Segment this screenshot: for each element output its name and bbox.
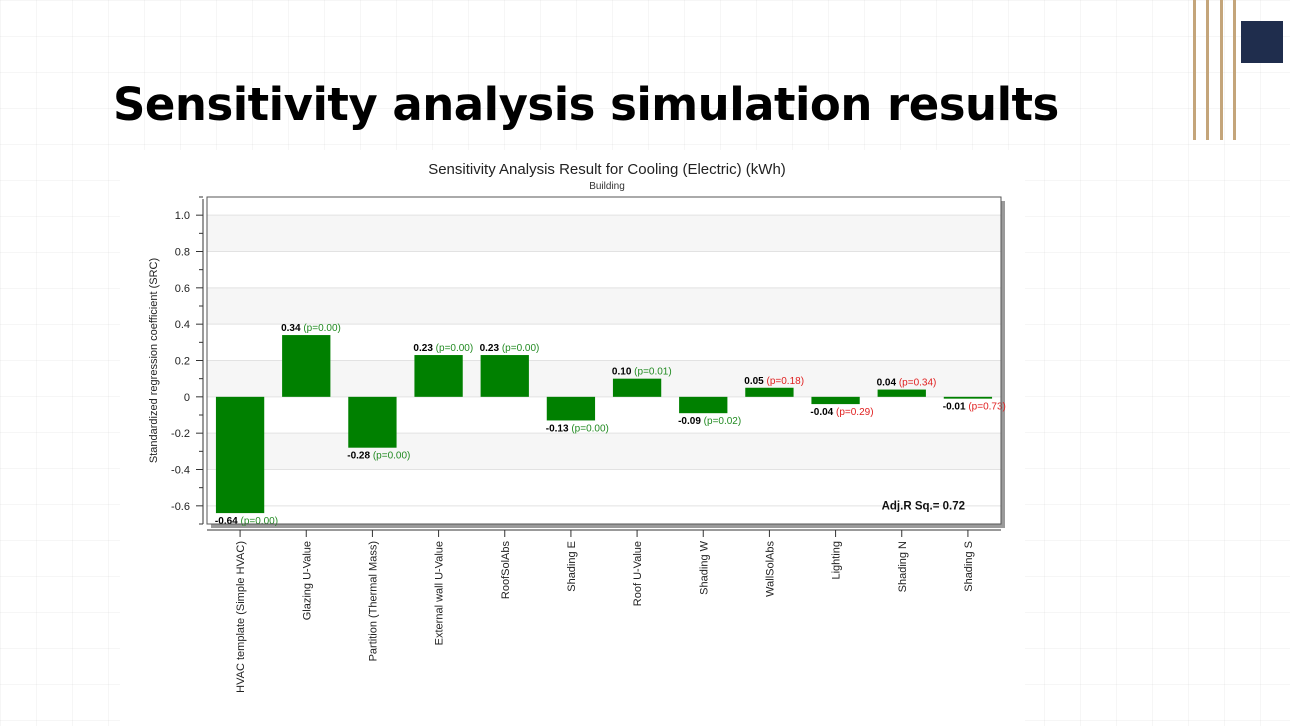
bar-3	[348, 396, 397, 448]
p-value: (p=0.29)	[836, 407, 874, 418]
bar-value-label: -0.13 (p=0.00)	[546, 423, 609, 434]
y-tick-label: 0	[184, 392, 190, 404]
y-tick-label: 0.6	[175, 283, 190, 295]
bar-2	[282, 335, 331, 397]
p-value: (p=0.34)	[899, 378, 937, 389]
chart-subtitle: Building	[589, 181, 625, 192]
src-value: 0.34	[281, 323, 303, 334]
grid-band	[207, 215, 1001, 252]
decorative-navy-square	[1241, 21, 1283, 63]
p-value: (p=0.00)	[571, 423, 609, 434]
src-value: 0.10	[612, 367, 634, 378]
adj-r-squared-annotation: Adj.R Sq.= 0.72	[882, 500, 965, 512]
bar-11	[877, 389, 926, 397]
p-value: (p=0.01)	[634, 367, 672, 378]
bar-value-label: 0.10 (p=0.01)	[612, 367, 672, 378]
p-value: (p=0.18)	[767, 376, 805, 387]
x-category-label: WallSolAbs	[764, 541, 776, 597]
bar-value-label: 0.05 (p=0.18)	[744, 376, 804, 387]
bar-value-label: -0.09 (p=0.02)	[678, 416, 741, 427]
y-tick-label: 0.2	[175, 356, 190, 368]
y-tick-label: -0.2	[171, 428, 190, 440]
p-value: (p=0.73)	[968, 402, 1006, 413]
bar-value-label: -0.28 (p=0.00)	[347, 451, 410, 462]
x-category-label: Shading E	[566, 541, 578, 592]
src-value: 0.23	[480, 343, 502, 354]
src-value: -0.01	[943, 402, 969, 413]
bar-value-label: 0.04 (p=0.34)	[877, 378, 937, 389]
bar-6	[546, 396, 596, 421]
bar-12	[943, 396, 993, 399]
y-tick-label: 1.0	[175, 210, 190, 222]
bar-value-label: -0.04 (p=0.29)	[810, 407, 873, 418]
src-value: -0.04	[810, 407, 836, 418]
bar-4	[414, 355, 463, 397]
grid-band	[207, 433, 1001, 470]
y-tick-label: 0.8	[175, 247, 190, 259]
y-tick-label: -0.6	[171, 501, 190, 513]
y-axis-title: Standardized regression coefficient (SRC…	[148, 258, 160, 463]
x-category-label: Lighting	[831, 541, 843, 580]
bar-value-label: 0.34 (p=0.00)	[281, 323, 341, 334]
x-category-label: Partition (Thermal Mass)	[367, 541, 379, 661]
src-value: 0.04	[877, 378, 899, 389]
src-value: -0.28	[347, 451, 373, 462]
p-value: (p=0.02)	[704, 416, 742, 427]
p-value: (p=0.00)	[373, 451, 411, 462]
slide-title: Sensitivity analysis simulation results	[113, 78, 1059, 131]
bar-9	[745, 387, 794, 397]
bar-7	[612, 378, 662, 397]
x-category-label: Shading W	[698, 540, 710, 594]
bar-8	[679, 396, 728, 414]
p-value: (p=0.00)	[303, 323, 341, 334]
x-category-label: RoofSolAbs	[500, 541, 512, 600]
x-category-label: Shading N	[897, 541, 909, 592]
x-category-label: Shading S	[963, 541, 975, 592]
plot-frame	[206, 196, 1002, 525]
chart-title: Sensitivity Analysis Result for Cooling …	[428, 161, 786, 178]
x-category-label: Glazing U-Value	[301, 541, 313, 620]
src-value: -0.09	[678, 416, 704, 427]
chart-canvas: -0.64 (p=0.00)0.34 (p=0.00)-0.28 (p=0.00…	[148, 161, 1006, 693]
src-value: 0.23	[413, 343, 435, 354]
grid-band	[207, 360, 1001, 397]
bar-value-label: 0.23 (p=0.00)	[413, 343, 473, 354]
p-value: (p=0.00)	[436, 343, 474, 354]
bar-5	[480, 355, 529, 397]
src-value: -0.64	[215, 516, 241, 527]
src-value: 0.05	[744, 376, 766, 387]
x-category-label: Roof U-Value	[632, 541, 644, 606]
p-value: (p=0.00)	[241, 516, 279, 527]
x-category-label: HVAC template (Simple HVAC)	[235, 541, 247, 693]
bar-value-label: -0.01 (p=0.73)	[943, 402, 1006, 413]
y-tick-label: -0.4	[171, 465, 190, 477]
bar-10	[811, 396, 860, 405]
bar-value-label: -0.64 (p=0.00)	[215, 516, 278, 527]
bar-value-label: 0.23 (p=0.00)	[480, 343, 540, 354]
src-value: -0.13	[546, 423, 572, 434]
decorative-gold-lines	[1193, 0, 1237, 140]
grid-band	[207, 287, 1001, 325]
y-tick-label: 0.4	[175, 319, 190, 331]
x-category-label: External wall U-Value	[434, 541, 446, 645]
bar-1	[215, 396, 265, 514]
sensitivity-chart: -0.64 (p=0.00) 0.34 (p=0.00) -0.28 (p=0.00…	[120, 150, 1025, 726]
p-value: (p=0.00)	[502, 343, 540, 354]
